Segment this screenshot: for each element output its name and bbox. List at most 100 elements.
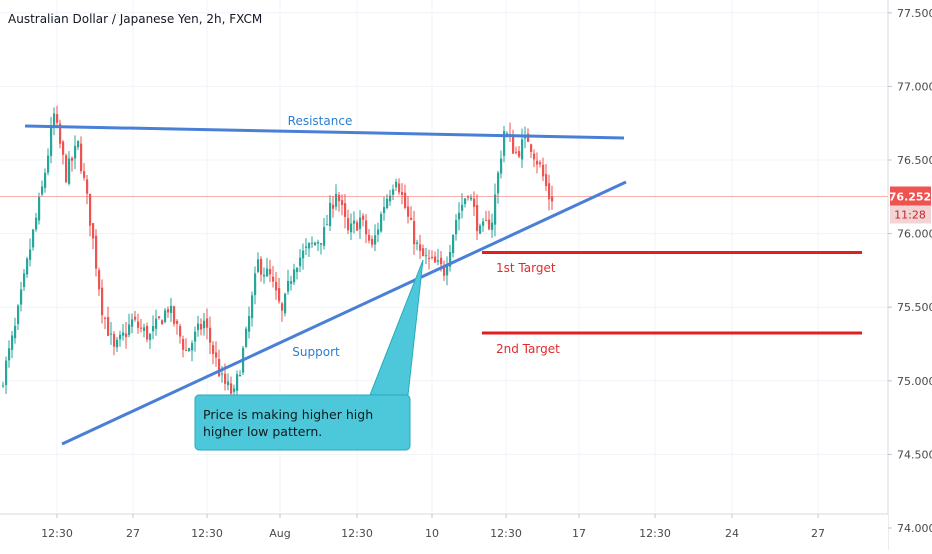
candle-body <box>545 174 548 187</box>
candle-body <box>308 242 311 249</box>
candle-body <box>359 217 362 229</box>
candle-body <box>59 123 62 144</box>
candle-body <box>506 133 509 135</box>
candle-body <box>17 305 20 324</box>
price-badges: 76.252 11:28 <box>889 186 931 224</box>
candle-body <box>407 206 410 217</box>
drawings[interactable] <box>24 124 862 451</box>
symbol-title: Australian Dollar / Japanese Yen, 2h, FX… <box>8 12 262 26</box>
candle-body <box>335 193 338 207</box>
candle-body <box>296 267 299 273</box>
candle-body <box>440 257 443 265</box>
candle-body <box>356 222 359 231</box>
candle-body <box>146 325 149 340</box>
candle-body <box>38 196 41 221</box>
candle-body <box>131 319 134 327</box>
candle-body <box>212 345 215 354</box>
candle-body <box>305 246 308 248</box>
candle-body <box>125 333 128 338</box>
resistance-label: Resistance <box>288 114 353 128</box>
candle-body <box>401 191 404 195</box>
candle-body <box>404 192 407 208</box>
candle-body <box>338 195 341 202</box>
candle-body <box>92 223 95 239</box>
candle-body <box>536 160 539 165</box>
candle-body <box>542 164 545 177</box>
candle-body <box>287 281 290 292</box>
candle-body <box>365 220 368 235</box>
price-tick-label: 74.500 <box>897 448 932 461</box>
candle-body <box>275 282 278 291</box>
candle-body <box>374 235 377 245</box>
candle-body <box>53 113 56 127</box>
candle-body <box>284 293 287 314</box>
countdown-badge <box>890 205 931 224</box>
candle-body <box>86 179 89 194</box>
price-axis[interactable]: 77.500 77.000 76.500 76.000 75.500 75.000 74.5… <box>887 0 932 550</box>
candle-body <box>326 224 329 226</box>
callout-pointer <box>369 259 424 396</box>
candle-body <box>419 244 422 251</box>
candle-body <box>371 239 374 245</box>
candle-body <box>218 359 221 377</box>
support-line <box>61 180 627 446</box>
candle-body <box>521 139 524 160</box>
candle-body <box>227 381 230 386</box>
candles[interactable] <box>0 105 888 402</box>
candle-body <box>347 218 350 231</box>
candle-body <box>5 360 8 386</box>
candle-body <box>65 155 68 183</box>
candle-body <box>278 288 281 302</box>
candle-body <box>491 222 494 230</box>
price-tick-label: 75.500 <box>897 301 932 314</box>
candle-body <box>152 326 155 332</box>
candle-body <box>431 256 434 258</box>
candle-body <box>425 255 428 257</box>
callout-text: Price is making higher high higher low pa… <box>203 407 373 439</box>
candle-body <box>341 200 344 205</box>
candle-body <box>95 235 98 269</box>
candle-body <box>179 326 182 337</box>
time-axis-bg <box>0 514 888 550</box>
candle-body <box>515 151 518 153</box>
candle-body <box>41 186 44 195</box>
candle-body <box>485 220 488 222</box>
candle-body <box>311 242 314 244</box>
time-tick-label: Aug <box>269 527 290 540</box>
time-tick-label: 12:30 <box>191 527 223 540</box>
candle-body <box>155 318 158 329</box>
candle-body <box>263 274 266 277</box>
candle-body <box>209 327 212 343</box>
time-axis[interactable]: 12:30 27 12:30 Aug 12:30 10 12:30 17 12:30 24 27 <box>0 513 888 550</box>
candle-body <box>203 320 206 329</box>
candle-body <box>461 204 464 211</box>
candle-body <box>206 318 209 328</box>
candle-body <box>410 217 413 220</box>
candle-body <box>377 229 380 235</box>
candle-body <box>8 348 11 361</box>
price-axis-bg <box>888 0 932 550</box>
candle-body <box>317 242 320 244</box>
candle-body <box>140 327 143 329</box>
candle-body <box>353 220 356 224</box>
candle-body <box>239 374 242 377</box>
candle-body <box>110 333 113 335</box>
candle-body <box>56 114 59 123</box>
price-tick-label: 74.000 <box>897 522 932 535</box>
drawing-labels: Resistance Support 1st Target 2nd Target Pri… <box>203 114 560 439</box>
target-1-label: 1st Target <box>496 261 556 275</box>
candle-body <box>167 309 170 313</box>
candle-body <box>488 219 491 230</box>
candle-body <box>161 320 164 325</box>
candle-body <box>452 234 455 254</box>
candle-body <box>323 227 326 246</box>
time-tick-label: 27 <box>126 527 140 540</box>
price-tick-label: 76.000 <box>897 228 932 241</box>
candle-body <box>191 343 194 351</box>
price-tick-label: 77.000 <box>897 80 932 93</box>
candle-body <box>314 242 317 246</box>
candle-body <box>362 215 365 220</box>
candle-body <box>386 198 389 209</box>
